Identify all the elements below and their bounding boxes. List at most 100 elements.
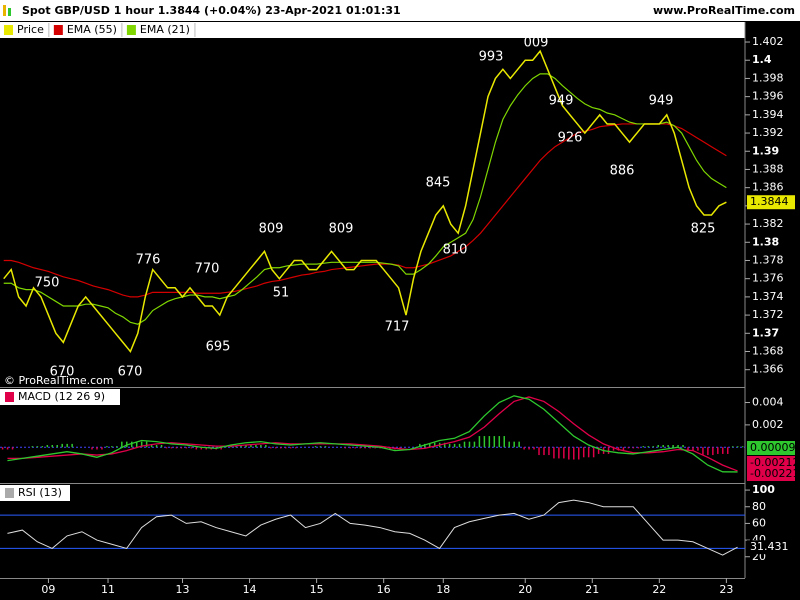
y-tick-label: 0.004 (752, 396, 784, 409)
y-tick-label: 1.396 (752, 90, 784, 103)
price-annotation: 717 (385, 320, 410, 335)
x-tick-label: 21 (585, 583, 599, 596)
histogram-bar (165, 447, 168, 449)
legend-bar (0, 22, 745, 38)
legend-swatch (126, 25, 136, 35)
histogram-bar (31, 446, 34, 448)
legend-swatch (5, 488, 14, 498)
y-tick-label: 1.376 (752, 272, 784, 285)
histogram-bar (195, 447, 198, 450)
y-tick-label: 0.002 (752, 418, 784, 431)
histogram-bar (140, 441, 143, 448)
histogram-bar (284, 447, 287, 449)
histogram-bar (96, 447, 98, 450)
histogram-bar (503, 436, 505, 448)
histogram-bar (111, 446, 113, 448)
series-line (3, 49, 727, 353)
histogram-bar (662, 445, 664, 448)
histogram-bar (265, 445, 267, 448)
histogram-bar (498, 436, 501, 448)
histogram-bar (145, 441, 148, 448)
histogram-bar (478, 436, 481, 448)
legend-swatch (5, 392, 14, 402)
legend-label: EMA (21) (140, 23, 190, 36)
y-tick-label: 100 (752, 483, 775, 496)
histogram-bar (245, 445, 247, 448)
histogram-bar (71, 443, 73, 448)
histogram-bar (657, 445, 659, 448)
histogram-bar (607, 447, 610, 454)
value-label: 1.3844 (750, 195, 789, 208)
histogram-bar (344, 447, 347, 449)
value-label: 0.00009 (750, 441, 796, 454)
histogram-bar (180, 447, 183, 449)
histogram-bar (647, 446, 650, 448)
x-tick-label: 23 (719, 583, 733, 596)
y-tick-label: 1.398 (752, 71, 784, 84)
histogram-bar (687, 447, 689, 451)
rsi-title: RSI (13) (18, 486, 62, 499)
histogram-bar (513, 441, 515, 448)
histogram-bar (677, 445, 679, 448)
histogram-bar (250, 445, 252, 448)
y-tick-label: 1.388 (752, 162, 784, 175)
histogram-bar (538, 447, 540, 456)
histogram-bar (568, 447, 570, 460)
y-tick-label: 1.372 (752, 308, 784, 321)
price-annotation: 993 (479, 50, 504, 65)
price-annotation: 776 (136, 253, 161, 268)
histogram-bar (275, 447, 277, 449)
y-tick-label: 1.368 (752, 345, 784, 358)
histogram-bar (46, 445, 49, 448)
histogram-bar (558, 447, 560, 459)
y-tick-label: 1.382 (752, 217, 784, 230)
histogram-bar (324, 446, 327, 448)
rsi-legend-bar (0, 485, 70, 501)
series-line (3, 123, 727, 298)
histogram-bar (36, 446, 39, 448)
price-annotation: 810 (443, 243, 468, 258)
value-label: -0.00212 (750, 456, 799, 469)
x-tick-label: 09 (41, 583, 55, 596)
y-tick-label: 1.38 (752, 235, 779, 248)
histogram-bar (190, 447, 193, 449)
histogram-bar (101, 447, 103, 450)
histogram-bar (731, 446, 734, 448)
price-annotation: 926 (558, 131, 583, 146)
series-line (7, 395, 738, 473)
histogram-bar (205, 447, 207, 450)
histogram-bar (642, 446, 645, 448)
histogram-bar (354, 447, 356, 449)
histogram-bar (41, 446, 44, 448)
x-tick-label: 22 (652, 583, 666, 596)
legend-swatch (53, 25, 63, 35)
histogram-bar (150, 445, 153, 448)
histogram-bar (722, 447, 724, 454)
legend-label: EMA (55) (67, 23, 117, 36)
histogram-bar (369, 447, 371, 449)
price-annotation: 670 (118, 365, 143, 380)
price-annotation: 770 (195, 262, 220, 277)
x-tick-label: 20 (518, 583, 532, 596)
histogram-bar (667, 445, 669, 448)
legend-swatch (4, 25, 13, 35)
price-annotation: 009 (524, 36, 549, 51)
price-annotation: 695 (206, 340, 231, 355)
histogram-bar (682, 445, 684, 448)
histogram-bar (319, 446, 322, 448)
histogram-bar (582, 447, 585, 458)
histogram-bar (483, 436, 486, 448)
histogram-bar (314, 446, 317, 448)
histogram-bar (712, 447, 714, 456)
price-annotation: 825 (691, 222, 716, 237)
histogram-bar (632, 447, 635, 449)
price-annotation: 809 (259, 222, 284, 237)
x-tick-label: 16 (377, 583, 391, 596)
histogram-bar (508, 441, 510, 448)
histogram-bar (473, 441, 476, 448)
histogram-bar (255, 445, 257, 448)
histogram-bar (66, 443, 68, 448)
histogram-bar (185, 447, 188, 449)
